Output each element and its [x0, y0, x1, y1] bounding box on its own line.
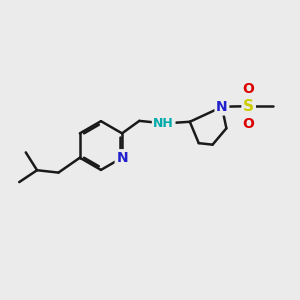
Text: O: O	[243, 82, 255, 96]
Text: S: S	[243, 99, 254, 114]
Text: NH: NH	[153, 117, 174, 130]
Text: N: N	[216, 100, 228, 114]
Text: N: N	[116, 151, 128, 165]
Text: O: O	[243, 116, 255, 130]
